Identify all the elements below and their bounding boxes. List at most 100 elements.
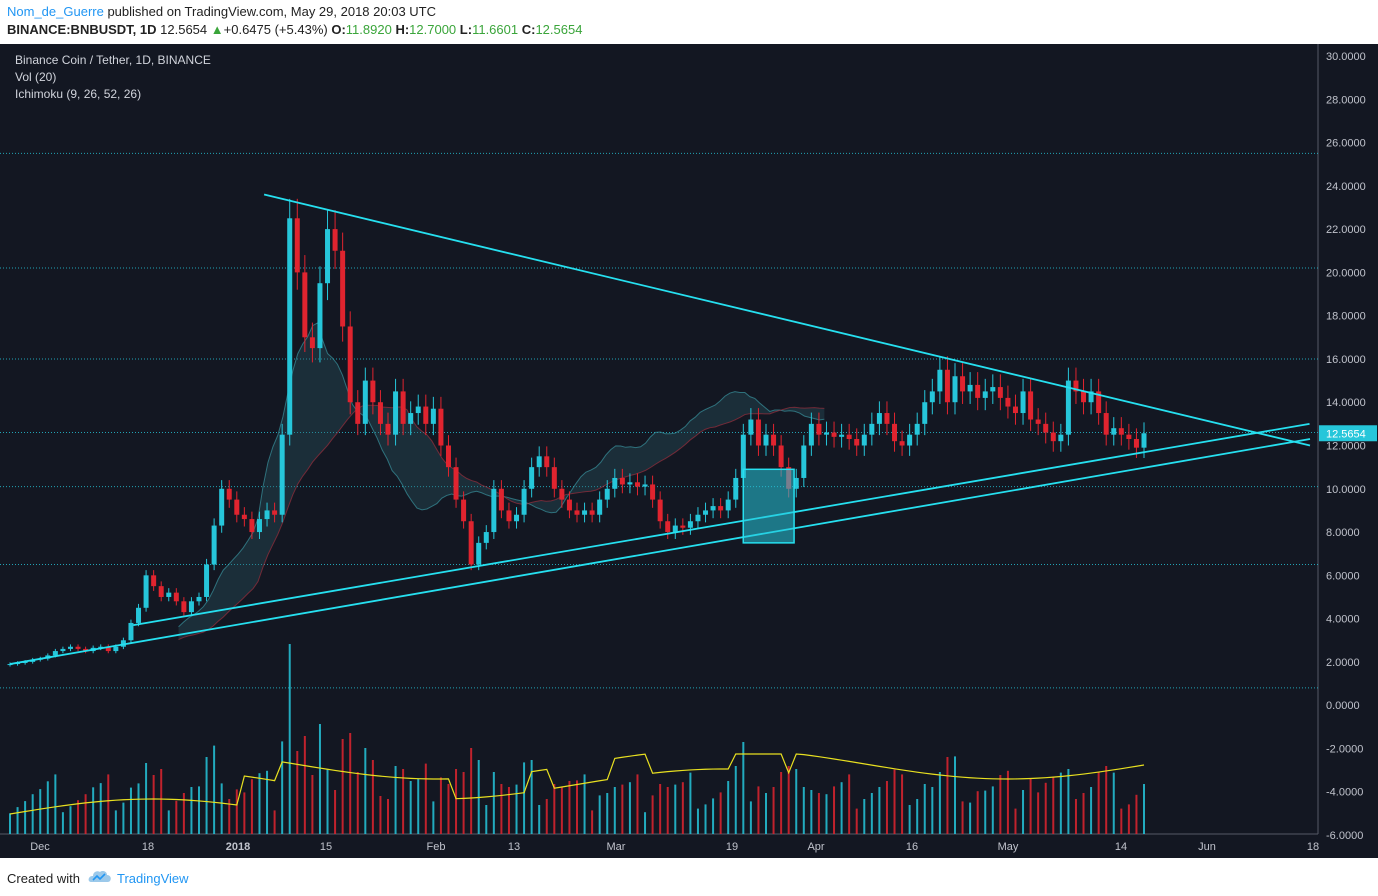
time-tick-label: May: [998, 841, 1019, 853]
candle: [1012, 406, 1018, 414]
volume-bar: [681, 782, 684, 834]
time-tick-label: Apr: [807, 841, 824, 853]
volume-bar: [439, 777, 442, 834]
candle: [687, 521, 693, 528]
candle: [665, 521, 671, 533]
candle: [423, 406, 429, 424]
volume-bar: [560, 787, 563, 834]
candle: [461, 499, 467, 522]
candle: [309, 337, 315, 349]
volume-bar: [523, 762, 526, 834]
candle: [718, 506, 724, 511]
volume-bar: [417, 778, 420, 834]
author-link[interactable]: Nom_de_Guerre: [7, 4, 104, 19]
volume-bar: [938, 772, 941, 834]
candle: [52, 651, 58, 656]
volume-bar: [500, 784, 503, 834]
volume-bar: [538, 805, 541, 834]
publish-info: published on TradingView.com, May 29, 20…: [103, 4, 437, 19]
candle: [566, 499, 572, 511]
volume-bar: [780, 772, 783, 834]
volume-bar: [69, 806, 72, 834]
volume-bar: [787, 766, 790, 834]
candle: [60, 648, 66, 652]
candle: [75, 646, 81, 649]
candle: [740, 434, 746, 478]
volume-bar: [583, 774, 586, 834]
volume-bar: [122, 802, 125, 834]
candle: [619, 477, 625, 485]
candle: [627, 482, 633, 485]
volume-bar: [39, 789, 42, 834]
low-value: 11.6601: [472, 22, 519, 37]
up-arrow-icon: ▲: [210, 22, 224, 37]
volume-bar: [795, 769, 798, 834]
footer: Created with TradingView: [0, 858, 1378, 896]
publish-header: Nom_de_Guerre published on TradingView.c…: [0, 0, 1378, 44]
volume-bar: [576, 780, 578, 834]
candle: [657, 499, 663, 522]
candle: [1081, 391, 1087, 403]
high-label: H:: [395, 22, 410, 37]
volume-bar: [923, 784, 926, 834]
price-tick-label: 30.0000: [1326, 51, 1366, 63]
volume-bar: [1014, 808, 1017, 834]
volume-bar: [1082, 793, 1085, 834]
candle: [385, 423, 391, 435]
candle: [907, 434, 913, 446]
candle: [1141, 433, 1147, 448]
candle: [1073, 380, 1079, 392]
volume-bar: [613, 787, 616, 834]
price-tick-label: 22.0000: [1326, 224, 1366, 236]
volume-bar: [991, 786, 994, 834]
volume-bar: [855, 808, 858, 834]
volume-bar: [644, 812, 647, 834]
volume-bar: [696, 808, 699, 834]
volume-bar: [606, 793, 609, 834]
candle: [196, 596, 202, 602]
price-change: +0.6475 (+5.43%): [223, 22, 328, 37]
volume-bar: [235, 789, 238, 834]
volume-bar: [205, 757, 208, 834]
candle: [846, 434, 852, 440]
volume-bar: [878, 787, 881, 834]
volume-bar: [704, 804, 707, 834]
volume-bar: [318, 724, 321, 834]
volume-bar: [545, 799, 548, 834]
last-price: 12.5654: [160, 22, 208, 37]
candle: [302, 272, 308, 338]
candle: [1050, 432, 1056, 442]
candle: [514, 514, 520, 522]
candle: [143, 575, 149, 608]
volume-bar: [1029, 778, 1032, 834]
candle: [582, 510, 588, 515]
volume-bar: [885, 781, 888, 834]
candle: [997, 387, 1003, 398]
candle: [544, 456, 550, 468]
legend-title: Binance Coin / Tether, 1D, BINANCE: [15, 53, 211, 67]
volume-bar: [311, 775, 314, 834]
chart-area[interactable]: 30.0000 28.0000 26.0000 24.0000 22.0000 20.00…: [0, 44, 1378, 858]
volume-bar: [515, 784, 518, 834]
candle: [204, 564, 210, 597]
price-axis-panel: [1318, 44, 1378, 858]
volume-bar: [77, 800, 80, 834]
price-tick-label: 26.0000: [1326, 138, 1366, 150]
candle: [634, 482, 640, 487]
time-tick-label: 19: [726, 841, 738, 853]
volume-bar: [432, 801, 435, 834]
price-tick-label: 4.0000: [1326, 614, 1360, 626]
trendline-1: [133, 422, 1310, 626]
candle: [370, 380, 376, 403]
price-chart[interactable]: 30.0000 28.0000 26.0000 24.0000 22.0000 20.00…: [0, 44, 1378, 858]
candle: [453, 467, 459, 500]
volume-bar: [674, 784, 677, 834]
volume-bar: [712, 798, 715, 834]
tradingview-link[interactable]: TradingView: [117, 871, 189, 886]
volume-bar: [628, 782, 631, 834]
volume-bar: [1105, 766, 1108, 834]
volume-bar: [107, 774, 110, 834]
volume-bar: [273, 810, 276, 834]
volume-bar: [485, 805, 488, 834]
volume-bar: [848, 774, 851, 834]
